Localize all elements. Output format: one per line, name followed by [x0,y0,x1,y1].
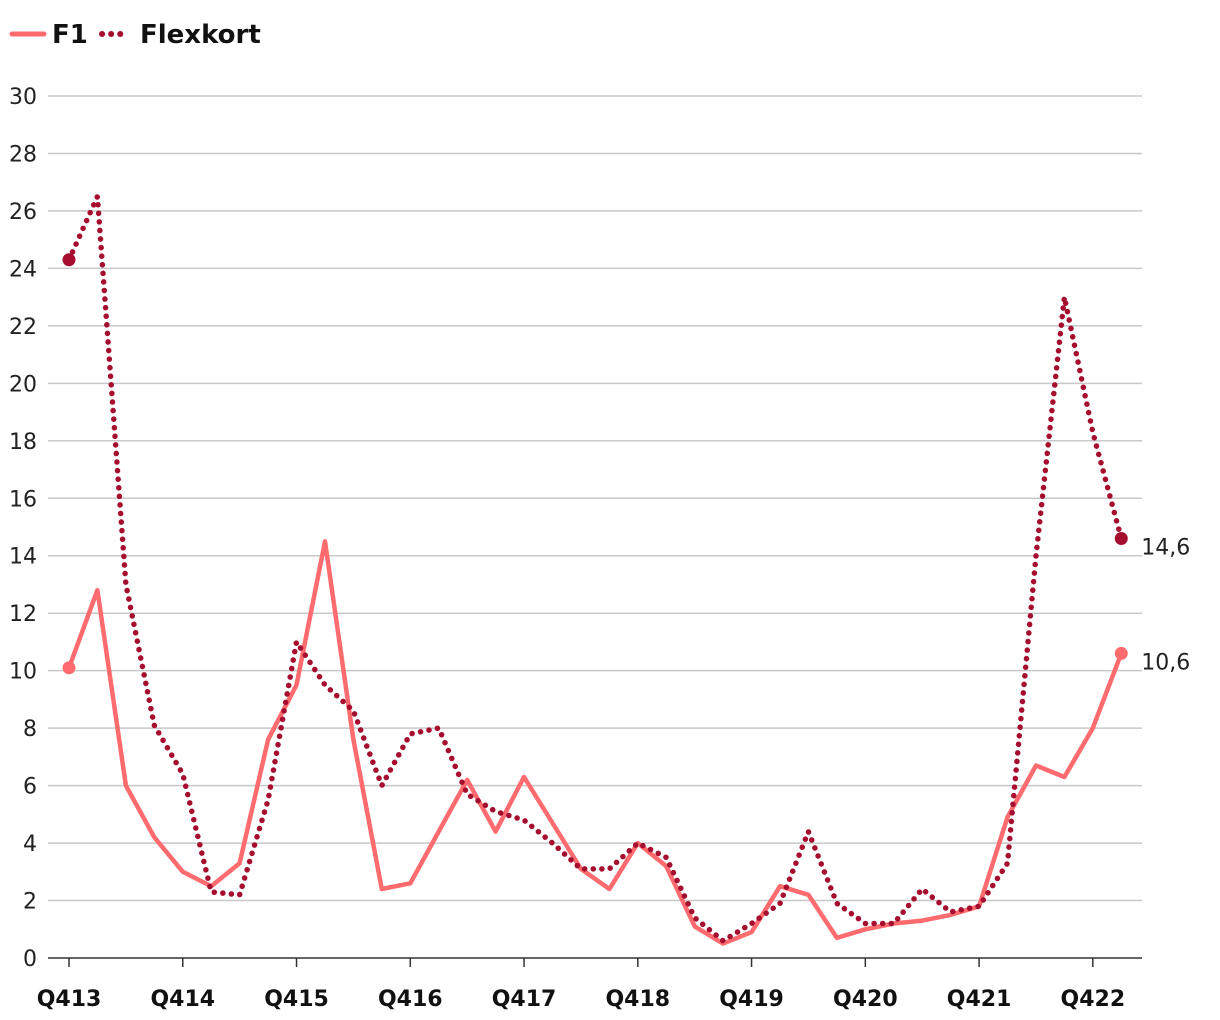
legend-label-f1: F1 [52,20,88,50]
y-tick-label: 28 [9,142,37,167]
y-tick-label: 8 [23,717,37,742]
legend-label-flexkort: Flexkort [140,20,261,50]
x-tick-label: Q416 [378,987,443,1012]
x-tick-label: Q415 [264,987,329,1012]
y-tick-label: 14 [9,545,37,570]
y-tick-label: 10 [9,660,37,685]
y-tick-label: 12 [9,602,37,627]
x-axis: Q413 Q414 Q415 Q416 Q417 Q418 Q419 Q420 Q421 Q422 [37,957,1142,1012]
series-end-point-f1 [1114,646,1128,660]
y-tick-label: 4 [23,832,37,857]
x-tick-label: Q414 [150,987,215,1012]
y-tick-label: 22 [9,315,37,340]
y-tick-label: 16 [9,487,37,512]
y-tick-label: 30 [9,85,37,110]
x-tick-label: Q417 [492,987,557,1012]
x-tick-label: Q422 [1061,987,1126,1012]
series-line-f1 [66,539,1124,946]
y-tick-label: 26 [9,200,37,225]
gridlines [48,95,1142,902]
series-layer: 10,6 14,6 [62,193,1190,946]
series-line-flexkort [66,193,1125,944]
y-tick-label: 24 [9,257,37,282]
series-start-point-f1 [62,661,76,675]
y-tick-label: 0 [23,947,37,972]
y-tick-label: 18 [9,430,37,455]
series-end-point-flexkort [1114,531,1128,545]
legend: F1 Flexkort [9,20,261,50]
y-tick-label: 20 [9,372,37,397]
x-tick-label: Q420 [833,987,898,1012]
series-start-point-flexkort [62,253,76,267]
series-end-label-flexkort: 14,6 [1141,535,1190,560]
series-end-label-f1: 10,6 [1141,650,1190,675]
x-tick-label: Q418 [605,987,670,1012]
x-tick-label: Q413 [37,987,102,1012]
x-tick-label: Q419 [719,987,784,1012]
y-tick-label: 2 [23,890,37,915]
y-tick-label: 6 [23,775,37,800]
x-tick-label: Q421 [947,987,1012,1012]
